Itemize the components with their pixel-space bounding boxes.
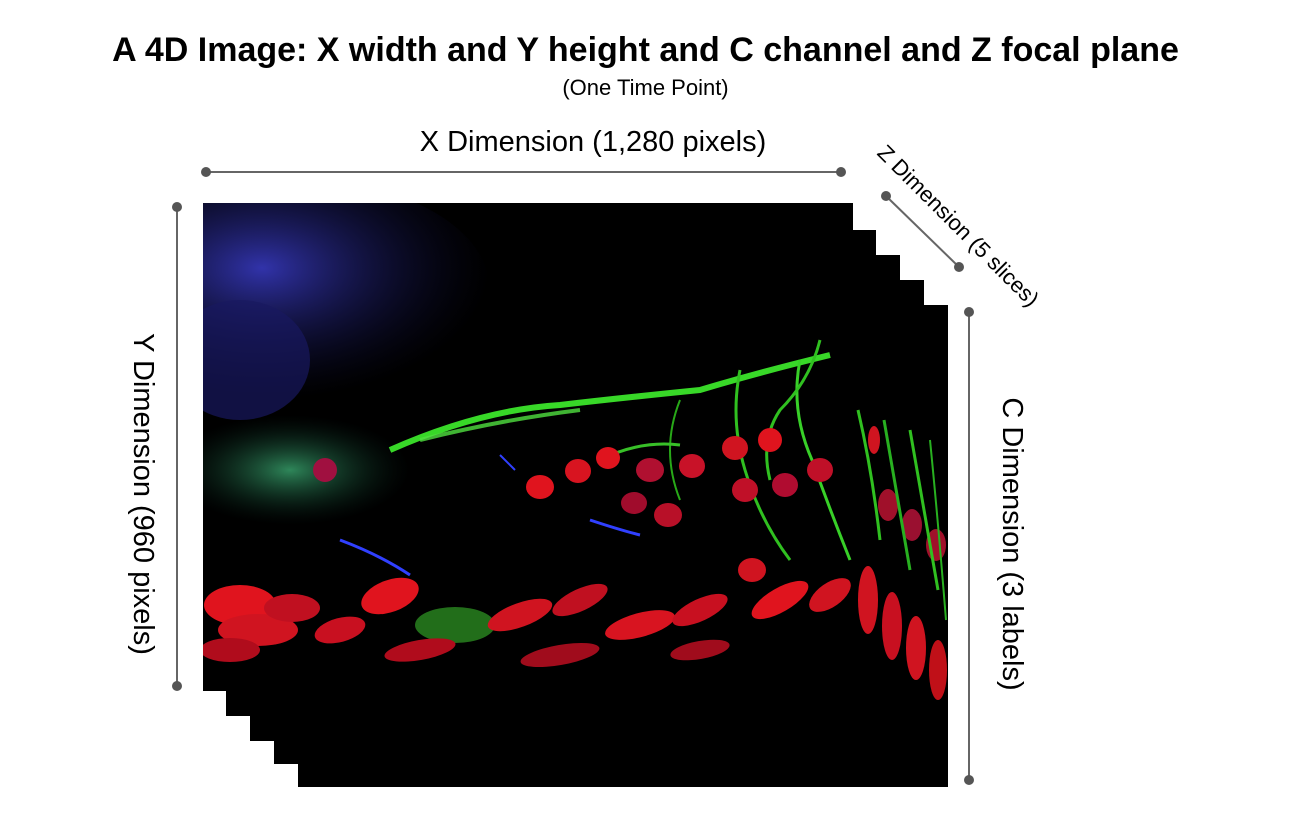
x-dimension-label: X Dimension (1,280 pixels) (419, 126, 767, 158)
figure-title: A 4D Image: X width and Y height and C c… (112, 31, 1179, 69)
back-slice-content (856, 409, 947, 700)
front-slice (203, 203, 853, 691)
y-dimension-line (172, 202, 182, 691)
figure-subtitle: (One Time Point) (562, 75, 729, 100)
c-dimension-line (964, 307, 974, 785)
x-dimension-line (201, 167, 846, 177)
y-dimension-label: Y Dimension (960 pixels) (127, 333, 159, 655)
c-dimension-label: C Dimension (3 labels) (996, 397, 1028, 691)
z-dimension-line (881, 191, 964, 272)
